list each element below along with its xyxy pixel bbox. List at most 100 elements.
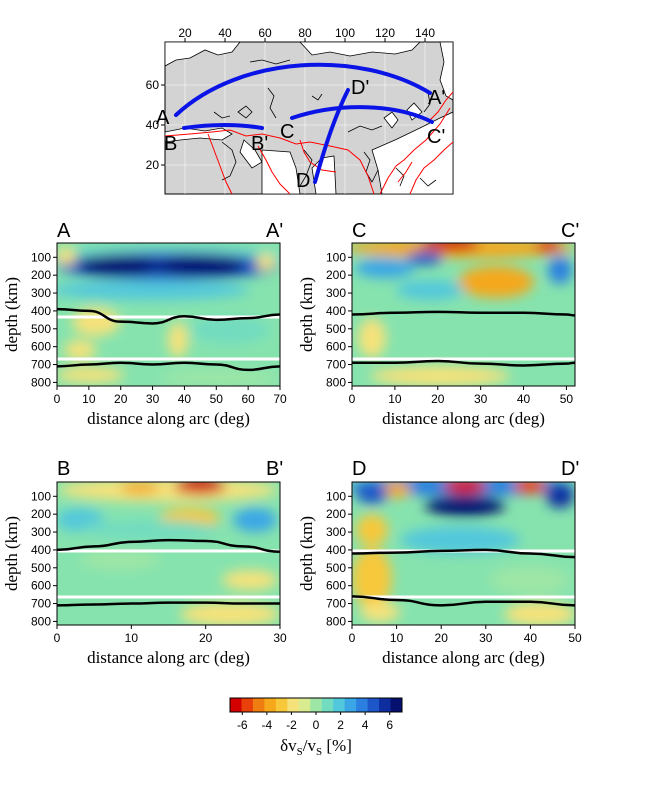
colorbar-label: δvS/vS [%] [280,736,352,758]
lon-tick: 100 [335,26,355,40]
colorbar-cell [230,698,242,712]
y-tick-label: 800 [31,375,51,389]
y-tick-label: 400 [326,543,346,557]
profile-C [290,105,434,124]
colorbar-tick-label: -2 [286,718,297,732]
y-tick-label: 800 [326,375,346,389]
x-tick-label: 40 [517,392,531,406]
y-axis-label: depth (km) [2,277,21,352]
y-tick-label: 400 [31,304,51,318]
colorbar-cell [333,698,346,712]
panel-D: D D' [351,458,579,626]
y-tick-label: 600 [31,340,51,354]
x-tick-label: 0 [54,631,61,645]
x-tick-label: 30 [474,392,488,406]
y-tick-label: 200 [31,268,51,282]
y-tick-label: 100 [326,489,346,503]
x-tick-label: 40 [524,631,538,645]
x-tick-label: 10 [390,631,404,645]
y-tick-label: 200 [326,268,346,282]
map-label-D: D [296,170,310,192]
map-label-B-prime: B' [251,133,268,155]
panel-C-left-label: C [352,220,366,242]
panel-D-left-label: D [352,458,366,480]
x-tick-label: 20 [431,392,445,406]
lat-tick: 40 [146,118,160,132]
colorbar-cell [344,698,357,712]
discontinuity-660 [57,601,280,607]
x-tick-label: 30 [273,631,287,645]
map-content [165,42,453,194]
map-label-B: B [164,133,177,155]
discontinuity-410 [352,310,575,317]
map-tick-marks [161,38,426,166]
lon-tick: 60 [258,26,272,40]
plate-boundaries [165,91,453,194]
colorbar-cell [379,698,392,712]
y-tick-label: 200 [326,507,346,521]
colorbar-cell [241,698,254,712]
profile-D [313,88,350,184]
panel-B-right-label: B' [266,458,283,480]
lat-tick: 60 [146,78,160,92]
x-tick-label: 20 [199,631,213,645]
colorbar: -6 -4 -2 0 2 4 6 δvS/vS [%] [229,697,403,758]
profile-B [182,123,264,130]
x-tick-label: 50 [560,392,574,406]
profile-A [174,62,432,117]
colorbar-tick-label: 2 [337,718,344,732]
colorbar-cell [310,698,323,712]
x-tick-label: 70 [273,392,287,406]
lat-tick: 20 [146,158,160,172]
colorbar-cells [230,698,403,712]
colorbar-cell [264,698,277,712]
y-tick-label: 700 [326,597,346,611]
y-axis-label: depth (km) [297,277,316,352]
x-tick-label: 40 [178,392,192,406]
panel-B: B B' [56,458,283,626]
discontinuity-660 [57,361,280,372]
x-tick-label: 0 [349,392,356,406]
colorbar-tick-label: 4 [362,718,369,732]
y-tick-label: 600 [326,579,346,593]
y-tick-label: 600 [326,340,346,354]
discontinuity-410 [352,548,575,559]
y-tick-label: 300 [326,286,346,300]
colorbar-cell [287,698,300,712]
y-tick-label: 400 [326,304,346,318]
colorbar-tick-label: -4 [262,718,273,732]
map-label-C-prime: C' [427,126,445,148]
map-label-C: C [280,121,294,143]
x-tick-label: 50 [210,392,224,406]
y-tick-label: 500 [31,561,51,575]
colorbar-cell [390,698,403,712]
discontinuity-410 [57,307,280,325]
y-tick-label: 800 [326,614,346,628]
y-tick-label: 500 [31,322,51,336]
colorbar-tick-label: 6 [386,718,393,732]
x-tick-label: 30 [146,392,160,406]
x-axis-label: distance along arc (deg) [87,648,250,667]
lon-tick: 120 [375,26,395,40]
colorbar-cell [298,698,311,712]
y-tick-label: 100 [31,489,51,503]
axes-layer: 0 10 20 30 40 50 60 70100200300400500600700800d… [2,250,582,667]
y-tick-label: 100 [326,250,346,264]
x-tick-label: 50 [568,631,582,645]
panel-C: C C' [351,220,579,387]
y-tick-label: 300 [31,525,51,539]
y-axis-label: depth (km) [297,516,316,591]
discontinuity-660 [352,595,575,607]
x-tick-label: 10 [82,392,96,406]
x-tick-label: 10 [125,631,139,645]
x-tick-label: 0 [54,392,61,406]
x-tick-label: 30 [479,631,493,645]
map-label-D-prime: D' [351,77,369,99]
x-tick-label: 0 [349,631,356,645]
y-tick-label: 600 [31,579,51,593]
x-tick-label: 20 [435,631,449,645]
y-tick-label: 200 [31,507,51,521]
y-tick-label: 700 [326,358,346,372]
lon-tick: 140 [415,26,435,40]
